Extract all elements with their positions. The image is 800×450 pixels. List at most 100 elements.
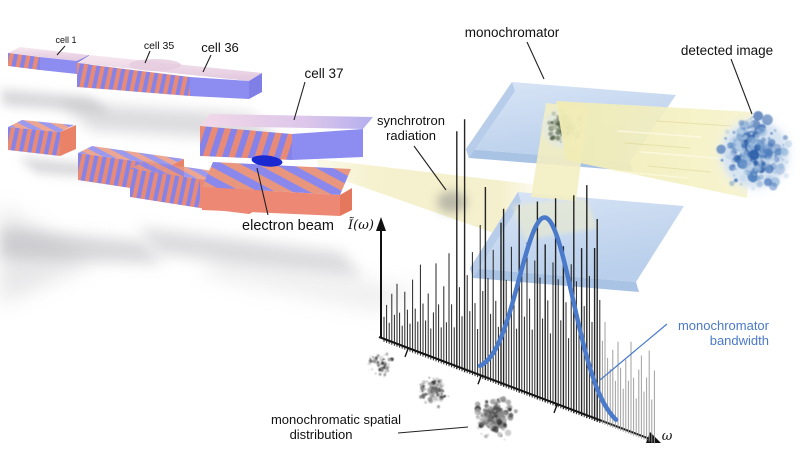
speckle-dot: [784, 140, 793, 148]
pointer-synchrotron: [413, 145, 447, 191]
speckle-dot: [749, 158, 752, 162]
speckle-dot: [492, 414, 495, 416]
speckle-dot: [474, 401, 481, 407]
speckle-dot: [478, 425, 482, 428]
speckle-dot: [447, 395, 450, 398]
speckle-dot: [498, 404, 500, 407]
speckle-dot: [435, 383, 437, 385]
speckle-dot: [494, 420, 496, 423]
speckle-dot: [383, 353, 386, 356]
speckle-dot: [507, 407, 512, 412]
speckle-dot: [419, 391, 421, 393]
speckle-dot: [752, 135, 755, 138]
speckle-dot: [381, 368, 384, 372]
beam-incoming: [316, 159, 548, 252]
speckle-dot: [724, 137, 727, 140]
speckle-dot: [551, 111, 556, 116]
label-detected-image: detected image: [681, 43, 773, 58]
speckle-dot: [747, 145, 751, 148]
speckle-dot: [724, 129, 730, 135]
label-bandwidth-2: bandwidth: [710, 333, 769, 348]
speckle-dot: [547, 120, 552, 126]
speckle-dot: [385, 365, 390, 370]
speckle-dot: [482, 418, 489, 426]
speckle-dot: [438, 387, 441, 390]
speckle-dot: [506, 411, 509, 414]
speckle-dot: [499, 424, 504, 429]
r2b-top-face: [78, 146, 184, 166]
speckle-dot: [783, 172, 789, 179]
speckle-dot: [432, 395, 438, 401]
spatial-speckle-3: [474, 395, 518, 441]
pointer-spatial: [397, 426, 469, 434]
speckle-dot: [384, 370, 388, 374]
speckle-dot: [497, 432, 503, 438]
x-axis-arrowhead: [646, 432, 661, 443]
speckle-dot: [369, 363, 372, 365]
beam-streak: [610, 170, 690, 179]
speckle-dot: [384, 359, 386, 361]
speckle-dot: [487, 424, 492, 429]
speckle-dot: [379, 363, 382, 366]
speckle-dot: [429, 392, 434, 397]
speckle-dot: [731, 147, 738, 154]
speckle-dot: [376, 354, 380, 358]
r2a-end-cap: [60, 125, 76, 156]
speckle-dot: [756, 141, 764, 149]
r2c-striped-face: [130, 169, 200, 208]
r2a-striped-face: [8, 127, 60, 156]
beam-streaks: [610, 120, 732, 179]
speckle-dot: [475, 415, 480, 420]
electron-beam-spot: [251, 155, 283, 167]
speckle-dot: [782, 143, 785, 147]
speckle-dot: [426, 380, 428, 383]
speckle-dot: [371, 368, 374, 371]
beam-streak: [617, 130, 702, 138]
label-monochromator: monochromator: [465, 25, 560, 40]
speckle-dot: [438, 397, 444, 402]
speckle-dot: [740, 152, 743, 155]
speckle-dot: [379, 358, 382, 360]
speckle-dot: [490, 409, 494, 413]
speckle-dot: [427, 393, 430, 396]
pointer-cell1: [56, 45, 66, 56]
speckle-dot: [773, 129, 777, 132]
speckle-dot: [377, 363, 380, 367]
speckle-dot: [382, 360, 384, 362]
speckle-dot: [374, 372, 377, 375]
speckle-dot: [748, 149, 760, 161]
undulator-cell37: [200, 114, 373, 216]
speckle-dot: [733, 136, 744, 147]
speckle-dot: [422, 383, 424, 385]
speckle-dot: [498, 411, 505, 418]
speckle-dot: [754, 134, 760, 139]
speckle-dot: [367, 362, 370, 365]
speckle-dot: [785, 160, 789, 164]
speckle-dot: [504, 429, 512, 437]
lower-plate-left-edge: [470, 192, 521, 278]
labels: cell 1 cell 35 cell 36 cell 37 electron …: [55, 25, 773, 444]
speckle-dot: [374, 356, 378, 360]
speckle-dot: [556, 115, 559, 117]
speckle-dot: [436, 405, 441, 409]
undulator-block-cell1: [8, 47, 89, 74]
speckle-dot: [762, 114, 773, 126]
pointer-bandwidth: [599, 323, 668, 381]
speckle-dot: [380, 361, 385, 365]
speckle-dot: [734, 156, 738, 159]
speckle-dot: [387, 364, 389, 365]
label-spatial-2: distribution: [290, 427, 353, 442]
speckle-dot: [720, 158, 724, 162]
shadow-beam-ground: [200, 255, 420, 312]
speckle-dot: [767, 137, 771, 140]
label-spatial-1: monochromatic spatial: [271, 412, 401, 427]
pointer-cell36: [202, 54, 212, 73]
speckle-dot: [380, 359, 383, 362]
speckle-dot: [435, 387, 437, 389]
speckle-dot: [745, 150, 748, 154]
speckle-dot: [385, 352, 389, 355]
speckle-dot: [368, 359, 373, 363]
detected-speckle-dots: [716, 110, 793, 191]
speckle-dot: [507, 414, 514, 421]
